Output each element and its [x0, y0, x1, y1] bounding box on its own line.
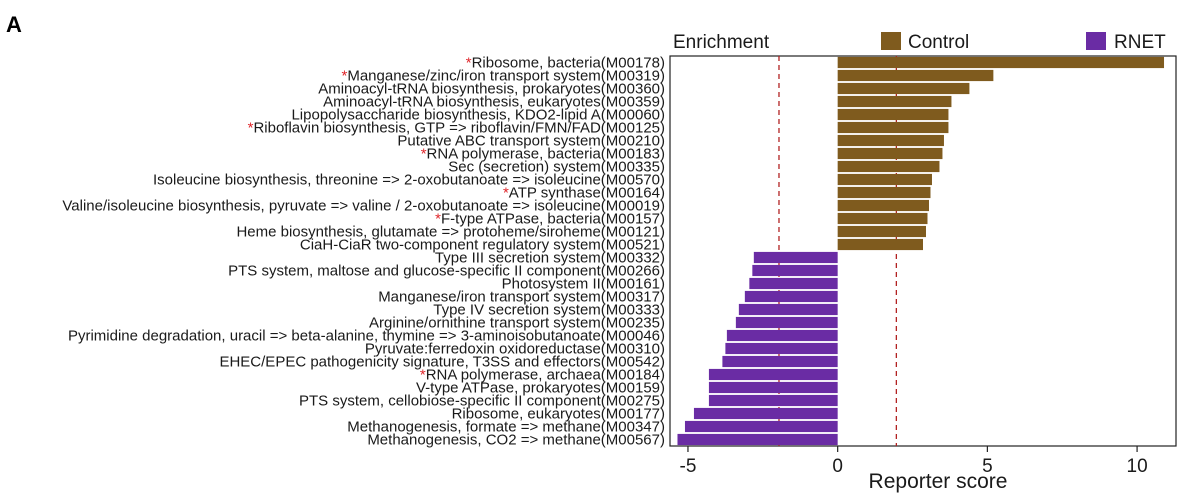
bar: [753, 251, 838, 264]
bar: [837, 121, 949, 134]
category-label: PTS system, maltose and glucose-specific…: [228, 263, 665, 280]
bar: [837, 95, 952, 108]
category-label: Arginine/ornithine transport system(M002…: [369, 315, 665, 332]
bar: [837, 134, 944, 147]
category-label: Sec (secretion) system(M00335): [448, 159, 665, 176]
bar: [708, 381, 838, 394]
bar: [837, 186, 931, 199]
x-tick-label: 10: [1127, 456, 1148, 477]
category-label: Valine/isoleucine biosynthesis, pyruvate…: [62, 198, 665, 215]
bar: [708, 394, 838, 407]
category-label: EHEC/EPEC pathogenicity signature, T3SS …: [219, 354, 665, 371]
bar: [837, 147, 943, 160]
category-label: Ribosome, eukaryotes(M00177): [452, 406, 665, 423]
x-tick-label: -5: [680, 456, 697, 477]
plot-frame: [669, 55, 1177, 447]
category-label: Manganese/iron transport system(M00317): [378, 289, 665, 306]
bar: [837, 82, 970, 95]
category-label: *Manganese/zinc/iron transport system(M0…: [342, 68, 666, 85]
legend-title: Enrichment: [673, 32, 770, 53]
category-label: Pyruvate:ferredoxin oxidoreductase(M0031…: [365, 341, 665, 358]
category-label: CiaH-CiaR two-component regulatory syste…: [300, 237, 665, 254]
bar: [738, 303, 838, 316]
bar: [735, 316, 838, 329]
category-label: *Ribosome, bacteria(M00178): [466, 55, 665, 72]
legend-label-rnet: RNET: [1114, 32, 1166, 53]
category-label: Methanogenesis, CO2 => methane(M00567): [367, 432, 665, 449]
category-label: V-type ATPase, prokaryotes(M00159): [416, 380, 665, 397]
bar: [837, 225, 926, 238]
category-label: Methanogenesis, formate => methane(M0034…: [347, 419, 665, 436]
category-label: Aminoacyl-tRNA biosynthesis, eukaryotes(…: [323, 94, 665, 111]
category-label: *RNA polymerase, bacteria(M00183): [421, 146, 665, 163]
bar: [837, 212, 928, 225]
bar: [837, 69, 994, 82]
bars: [677, 56, 1165, 446]
category-label: Photosystem II(M00161): [502, 276, 665, 293]
category-label: Type IV secretion system(M00333): [433, 302, 665, 319]
legend-swatch-rnet: [1086, 32, 1106, 50]
bar: [684, 420, 838, 433]
category-labels: *Ribosome, bacteria(M00178)*Manganese/zi…: [62, 55, 665, 449]
bar: [693, 407, 838, 420]
bar: [837, 160, 940, 173]
panel-label: A: [6, 12, 22, 37]
category-label: *ATP synthase(M00164): [503, 185, 665, 202]
bar: [752, 264, 838, 277]
category-label: Pyrimidine degradation, uracil => beta-a…: [68, 328, 665, 345]
category-label: Aminoacyl-tRNA biosynthesis, prokaryotes…: [318, 81, 665, 98]
legend-swatch-control: [881, 32, 901, 50]
x-axis-title: Reporter score: [869, 470, 1008, 493]
x-axis: -5 0 5 10: [680, 446, 1148, 477]
bar: [708, 368, 838, 381]
category-label: *RNA polymerase, archaea(M00184): [420, 367, 665, 384]
bar: [837, 56, 1165, 69]
bar: [677, 433, 838, 446]
x-tick-label: 5: [982, 456, 993, 477]
category-label: *F-type ATPase, bacteria(M00157): [435, 211, 665, 228]
bar: [722, 355, 838, 368]
bar: [837, 238, 923, 251]
category-label: Putative ABC transport system(M00210): [397, 133, 665, 150]
bar: [837, 199, 929, 212]
bar: [837, 173, 932, 186]
bar: [837, 108, 949, 121]
bar: [744, 290, 838, 303]
bar: [725, 342, 838, 355]
legend-label-control: Control: [908, 32, 969, 53]
category-label: *Riboflavin biosynthesis, GTP => ribofla…: [248, 120, 665, 137]
category-label: Heme biosynthesis, glutamate => protohem…: [236, 224, 665, 241]
bar: [726, 329, 838, 342]
legend: Enrichment Control RNET: [673, 32, 1166, 53]
category-label: PTS system, cellobiose-specific II compo…: [299, 393, 665, 410]
category-label: Lipopolysaccharide biosynthesis, KDO2-li…: [291, 107, 665, 124]
bar: [749, 277, 838, 290]
category-label: Isoleucine biosynthesis, threonine => 2-…: [153, 172, 665, 189]
threshold-lines: [778, 56, 898, 446]
x-tick-label: 0: [832, 456, 843, 477]
category-label: Type III secretion system(M00332): [435, 250, 665, 267]
